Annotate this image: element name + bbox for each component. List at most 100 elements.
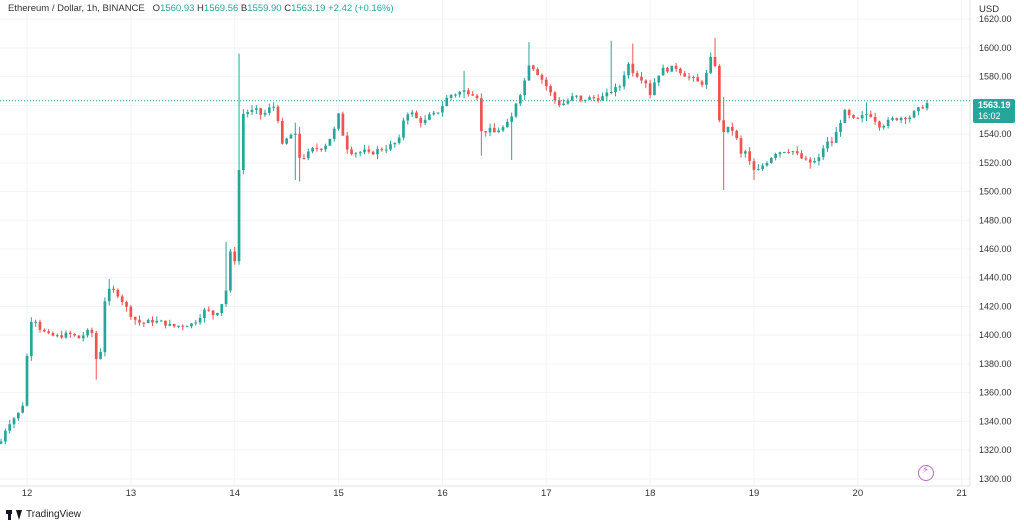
candle-body	[47, 331, 50, 334]
candle-body	[155, 320, 159, 323]
candle-body	[640, 76, 643, 81]
price-tick-label: 1480.00	[979, 215, 1012, 225]
candle-body	[285, 138, 288, 144]
candle-body	[306, 151, 310, 159]
candle-body	[731, 126, 734, 131]
candle-body	[484, 131, 488, 133]
candle-body	[510, 116, 513, 122]
current-price-value: 1563.19	[978, 100, 1011, 110]
close-value: 1563.19	[291, 3, 326, 14]
candle-body	[739, 138, 743, 154]
candle-body	[583, 99, 587, 101]
candle-body	[34, 321, 37, 323]
candle-body	[493, 127, 496, 133]
candle-body	[242, 113, 245, 171]
candle-body	[341, 113, 345, 136]
candle-body	[263, 112, 267, 115]
candle-body	[562, 103, 565, 106]
symbol-label: Ethereum / Dollar, 1h, BINANCE	[8, 3, 145, 14]
change-value: +2.42 (+0.16%)	[328, 3, 394, 14]
candle-body	[518, 95, 522, 104]
candle-body	[592, 97, 596, 99]
candle-body	[21, 405, 25, 413]
candle-body	[817, 157, 821, 162]
candle-body	[449, 94, 453, 98]
candle-body	[159, 320, 163, 322]
candle-body	[298, 133, 301, 158]
candle-body	[406, 114, 410, 121]
candle-body	[722, 120, 726, 132]
time-tick-label: 13	[126, 488, 137, 499]
candle-body	[120, 296, 124, 303]
candle-body	[8, 424, 12, 431]
candle-body	[224, 290, 228, 305]
candles	[0, 37, 970, 445]
candle-body	[177, 325, 180, 327]
candle-body	[441, 106, 444, 113]
candle-body	[808, 159, 812, 163]
candle-body	[302, 157, 306, 159]
candle-body	[860, 115, 864, 119]
candle-body	[635, 73, 639, 77]
candle-body	[497, 130, 501, 133]
candle-body	[86, 329, 89, 336]
candle-body	[246, 112, 250, 114]
candle-body	[821, 148, 825, 158]
candle-body	[743, 151, 747, 154]
candle-body	[289, 134, 293, 139]
candle-body	[644, 80, 648, 84]
candle-body	[211, 310, 215, 316]
price-tick-label: 1500.00	[979, 187, 1012, 197]
price-axis: 1300.00 1320.00 1340.00 1360.00 1380.00 1400.…	[979, 14, 1012, 484]
candle-body	[605, 92, 609, 97]
candle-body	[865, 114, 868, 116]
price-tick-label: 1340.00	[979, 416, 1012, 426]
candle-body	[4, 430, 7, 442]
candle-body	[748, 151, 751, 162]
flash-icon[interactable]	[918, 465, 934, 481]
candle-body	[129, 306, 133, 317]
candle-body	[830, 141, 834, 143]
candle-body	[886, 119, 890, 127]
tradingview-logo[interactable]: TradingView	[6, 509, 81, 520]
candle-body	[276, 106, 280, 122]
candle-body	[467, 90, 470, 95]
candle-body	[756, 168, 760, 170]
current-price-tag: 1563.19 16:02	[973, 99, 1015, 123]
candle-body	[151, 319, 154, 323]
candle-body	[878, 121, 881, 128]
candle-body	[795, 151, 799, 154]
candle-body	[42, 329, 46, 332]
chart-grid	[0, 0, 971, 487]
price-tick-label: 1620.00	[979, 14, 1012, 24]
candle-body	[553, 92, 557, 101]
candle-body	[800, 153, 803, 159]
candle-body	[319, 148, 323, 150]
candle-body	[549, 86, 552, 93]
candle-body	[315, 147, 319, 149]
candle-body	[761, 165, 764, 169]
candle-body	[371, 151, 375, 155]
price-tick-label: 1600.00	[979, 43, 1012, 53]
price-tick-label: 1380.00	[979, 359, 1012, 369]
candle-body	[713, 57, 717, 66]
candle-body	[769, 157, 773, 163]
candle-body	[332, 128, 336, 139]
candle-body	[198, 317, 202, 323]
candle-body	[81, 335, 85, 339]
candle-body	[917, 107, 920, 112]
candle-body	[908, 117, 912, 120]
candle-body	[579, 95, 583, 101]
candle-body	[696, 77, 700, 82]
logo-text: TradingView	[26, 509, 82, 520]
candle-body	[229, 251, 232, 291]
candle-body	[843, 109, 847, 124]
candle-body	[203, 309, 206, 318]
candle-body	[324, 145, 327, 150]
candle-body	[601, 96, 604, 101]
candle-body	[194, 322, 198, 324]
price-tick-label: 1360.00	[979, 388, 1012, 398]
low-value: 1559.90	[247, 3, 282, 14]
candle-body	[514, 103, 518, 117]
